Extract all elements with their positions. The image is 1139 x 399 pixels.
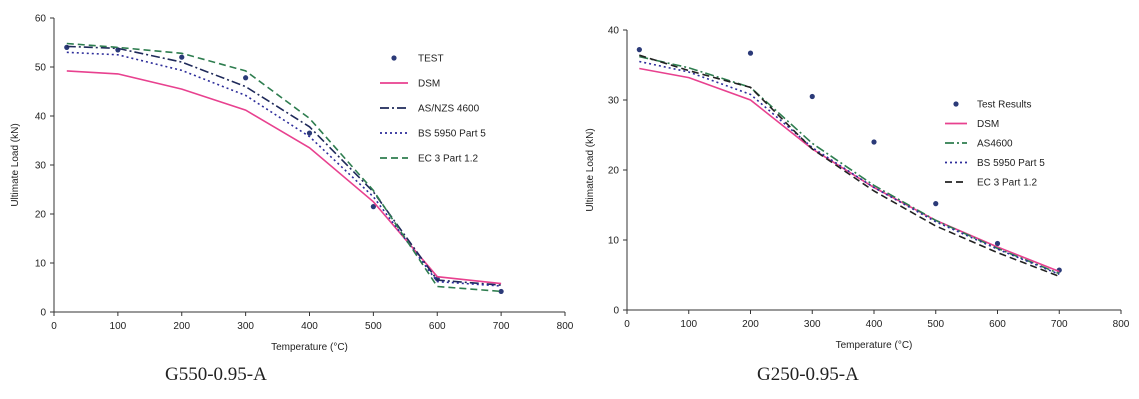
x-tick-label: 300 — [804, 319, 821, 330]
x-axis-label: Temperature (°C) — [271, 342, 348, 353]
data-point-test-results — [871, 139, 877, 145]
series-line-bs-5950-part-5 — [639, 60, 1060, 276]
y-axis-label: Ultimate Load (kN) — [585, 128, 596, 211]
data-point-test-results — [747, 50, 754, 56]
x-tick-label: 500 — [927, 319, 944, 330]
data-point-test — [64, 44, 70, 51]
legend-label-test-results: Test Results — [977, 100, 1031, 111]
y-tick-label: 30 — [608, 96, 620, 107]
legend-label-ec-3-part-1-2: EC 3 Part 1.2 — [977, 178, 1037, 189]
series-line-ec-3-part-1-2 — [66, 42, 502, 293]
y-tick-label: 0 — [40, 308, 46, 319]
x-tick-label: 400 — [301, 321, 318, 332]
x-tick-label: 800 — [557, 321, 574, 332]
x-tick-label: 600 — [989, 319, 1006, 330]
chart-panel-g250: 0 100 200 300 400 500 600 700 800 0 10 20 30 40 Temper… — [575, 0, 1139, 399]
x-tick-label: 0 — [624, 319, 630, 330]
x-tick-label: 400 — [866, 319, 883, 330]
x-tick-label: 700 — [493, 321, 510, 332]
legend-label-bs-5950-part-5: BS 5950 Part 5 — [418, 129, 486, 140]
chart-panel-g550: 0 100 200 300 400 500 600 700 800 0 10 20 30 40 50 60 Te… — [10, 14, 574, 386]
legend-label-dsm: DSM — [418, 79, 440, 90]
data-point-test-results — [994, 240, 1001, 247]
chart-g550-svg: 0 100 200 300 400 500 600 700 800 0 10 20 30 40 50 60 Te… — [10, 14, 574, 354]
x-tick-label: 100 — [110, 321, 127, 332]
legend-marker-test — [391, 55, 397, 61]
y-tick-label: 30 — [35, 161, 47, 172]
data-point-test — [370, 204, 376, 210]
data-point-test — [179, 54, 185, 60]
x-axis-label: Temperature (°C) — [836, 340, 913, 351]
legend-label-dsm: DSM — [977, 119, 999, 130]
chart-caption-g550: G550-0.95-A — [165, 364, 267, 385]
y-tick-label: 10 — [608, 236, 620, 247]
data-point-test — [243, 75, 249, 81]
legend-label-as-nzs-4600: AS/NZS 4600 — [418, 104, 480, 115]
y-tick-label: 50 — [35, 63, 47, 74]
y-tick-label: 20 — [35, 210, 47, 221]
x-tick-label: 800 — [1113, 319, 1130, 330]
legend-label-test: TEST — [418, 54, 444, 65]
chart-caption-g250: G250-0.95-A — [757, 364, 859, 385]
y-tick-label: 40 — [608, 26, 620, 37]
series-line-dsm — [66, 70, 502, 285]
series-line-dsm — [639, 67, 1060, 273]
y-tick-label: 40 — [35, 112, 47, 123]
legend-label-bs-5950-part-5: BS 5950 Part 5 — [977, 158, 1045, 169]
y-tick-label: 20 — [608, 166, 620, 177]
data-point-test-results — [809, 93, 815, 100]
x-tick-label: 200 — [173, 321, 190, 332]
chart-g250-svg: 0 100 200 300 400 500 600 700 800 0 10 20 30 40 Temper… — [585, 26, 1130, 352]
series-line-as-nzs-4600 — [66, 45, 502, 286]
x-tick-label: 600 — [429, 321, 446, 332]
x-tick-label: 700 — [1051, 319, 1068, 330]
legend-marker-test-results — [953, 101, 959, 107]
data-point-test — [306, 130, 313, 136]
x-tick-label: 0 — [51, 321, 57, 332]
y-tick-label: 10 — [35, 259, 47, 270]
legend-label-ec-3-part-1-2: EC 3 Part 1.2 — [418, 154, 478, 165]
data-point-test-results — [933, 201, 939, 207]
legend-label-as4600: AS4600 — [977, 139, 1013, 150]
data-point-test-results — [636, 47, 642, 53]
x-tick-label: 500 — [365, 321, 382, 332]
y-tick-label: 0 — [613, 306, 619, 317]
y-axis-label: Ultimate Load (kN) — [10, 123, 21, 206]
x-tick-label: 100 — [680, 319, 697, 330]
data-point-test — [498, 288, 504, 295]
x-tick-label: 200 — [742, 319, 759, 330]
x-tick-label: 300 — [237, 321, 254, 332]
y-tick-label: 60 — [35, 14, 47, 25]
